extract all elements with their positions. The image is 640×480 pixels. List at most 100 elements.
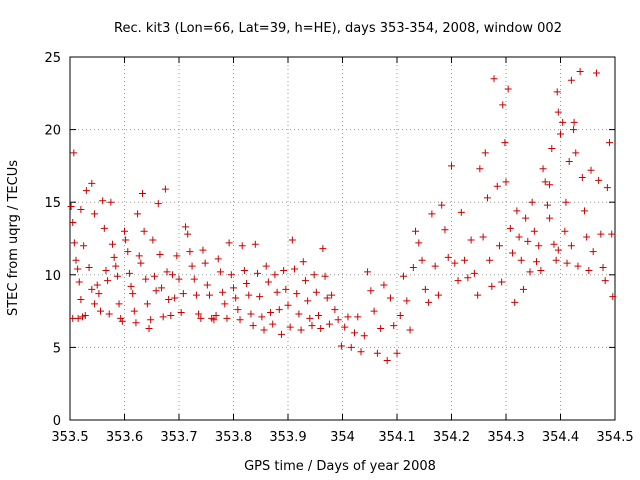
data-point (154, 200, 162, 208)
data-point (275, 306, 283, 314)
x-tick-label: 354.4 (542, 430, 579, 445)
data-point (444, 253, 452, 261)
data-point (156, 250, 164, 258)
data-point (553, 88, 561, 96)
data-point (483, 194, 491, 202)
data-point (143, 300, 151, 308)
data-point (572, 149, 580, 157)
data-point (438, 201, 446, 209)
data-point (280, 266, 288, 274)
data-point (400, 272, 408, 280)
data-point (515, 233, 523, 241)
data-point (227, 271, 235, 279)
data-point (75, 278, 83, 286)
data-point (297, 326, 305, 334)
data-point (570, 118, 578, 126)
data-point (251, 240, 259, 248)
x-tick-label: 353.6 (106, 430, 143, 445)
data-point (74, 265, 82, 273)
data-point (304, 297, 312, 305)
data-point (102, 266, 110, 274)
x-tick-label: 354.5 (596, 430, 633, 445)
data-point (161, 185, 169, 193)
data-point (230, 284, 237, 292)
data-point (152, 287, 160, 295)
y-axis-label: STEC from uqrg / TECUs (6, 160, 21, 316)
data-point (412, 227, 420, 235)
data-point (277, 330, 285, 338)
data-point (95, 290, 103, 298)
data-point (112, 262, 120, 270)
data-point (109, 240, 117, 248)
data-point (238, 242, 246, 250)
data-point (601, 277, 609, 285)
y-tick-label: 0 (53, 414, 61, 429)
data-point (390, 322, 398, 330)
data-point (138, 189, 146, 197)
data-point (562, 198, 570, 206)
data-point (107, 198, 115, 206)
data-point (262, 262, 270, 270)
data-point (269, 320, 277, 328)
data-point (312, 288, 320, 296)
data-point (210, 316, 218, 324)
data-point (132, 319, 140, 327)
data-point (380, 281, 388, 289)
data-point (221, 300, 229, 308)
data-point (393, 349, 401, 357)
data-point (74, 314, 82, 322)
data-point (418, 256, 426, 264)
data-point (295, 310, 303, 318)
data-point (501, 139, 509, 147)
data-point (308, 322, 316, 330)
data-point (105, 310, 113, 318)
data-point (91, 210, 99, 218)
data-point (234, 306, 242, 314)
data-point (535, 242, 543, 250)
data-point (490, 75, 498, 83)
data-point (232, 294, 240, 302)
data-point (541, 178, 549, 186)
data-point (383, 356, 391, 364)
data-point (186, 248, 194, 256)
data-point (236, 316, 244, 324)
data-point (88, 179, 96, 187)
data-point (559, 118, 567, 126)
data-point (537, 266, 545, 274)
data-point (543, 201, 551, 209)
data-point (448, 162, 455, 170)
data-point (253, 269, 261, 277)
data-point (561, 227, 569, 235)
data-point (498, 278, 506, 286)
data-point (451, 259, 459, 267)
data-point (321, 272, 329, 280)
data-point (493, 182, 501, 190)
data-point (517, 256, 525, 264)
data-point (434, 291, 442, 299)
data-point (592, 69, 600, 77)
data-point (528, 198, 536, 206)
data-point (509, 249, 517, 257)
data-point (396, 311, 404, 319)
data-point (142, 275, 150, 283)
data-point (70, 239, 78, 247)
data-point (77, 205, 85, 213)
y-tick-label: 25 (44, 51, 61, 66)
data-point (168, 271, 176, 279)
data-point (421, 285, 429, 293)
data-point (150, 272, 158, 280)
data-point (599, 264, 607, 272)
x-axis-label: GPS time / Days of year 2008 (244, 459, 436, 474)
grid-lines (69, 56, 616, 421)
data-point (195, 310, 203, 318)
data-point (199, 246, 207, 254)
data-point (513, 207, 521, 215)
data-point (595, 176, 603, 184)
data-point (104, 277, 112, 285)
data-point (425, 298, 433, 306)
data-point (212, 311, 220, 319)
data-point (474, 291, 482, 299)
data-point (291, 265, 299, 273)
data-point (580, 207, 588, 215)
